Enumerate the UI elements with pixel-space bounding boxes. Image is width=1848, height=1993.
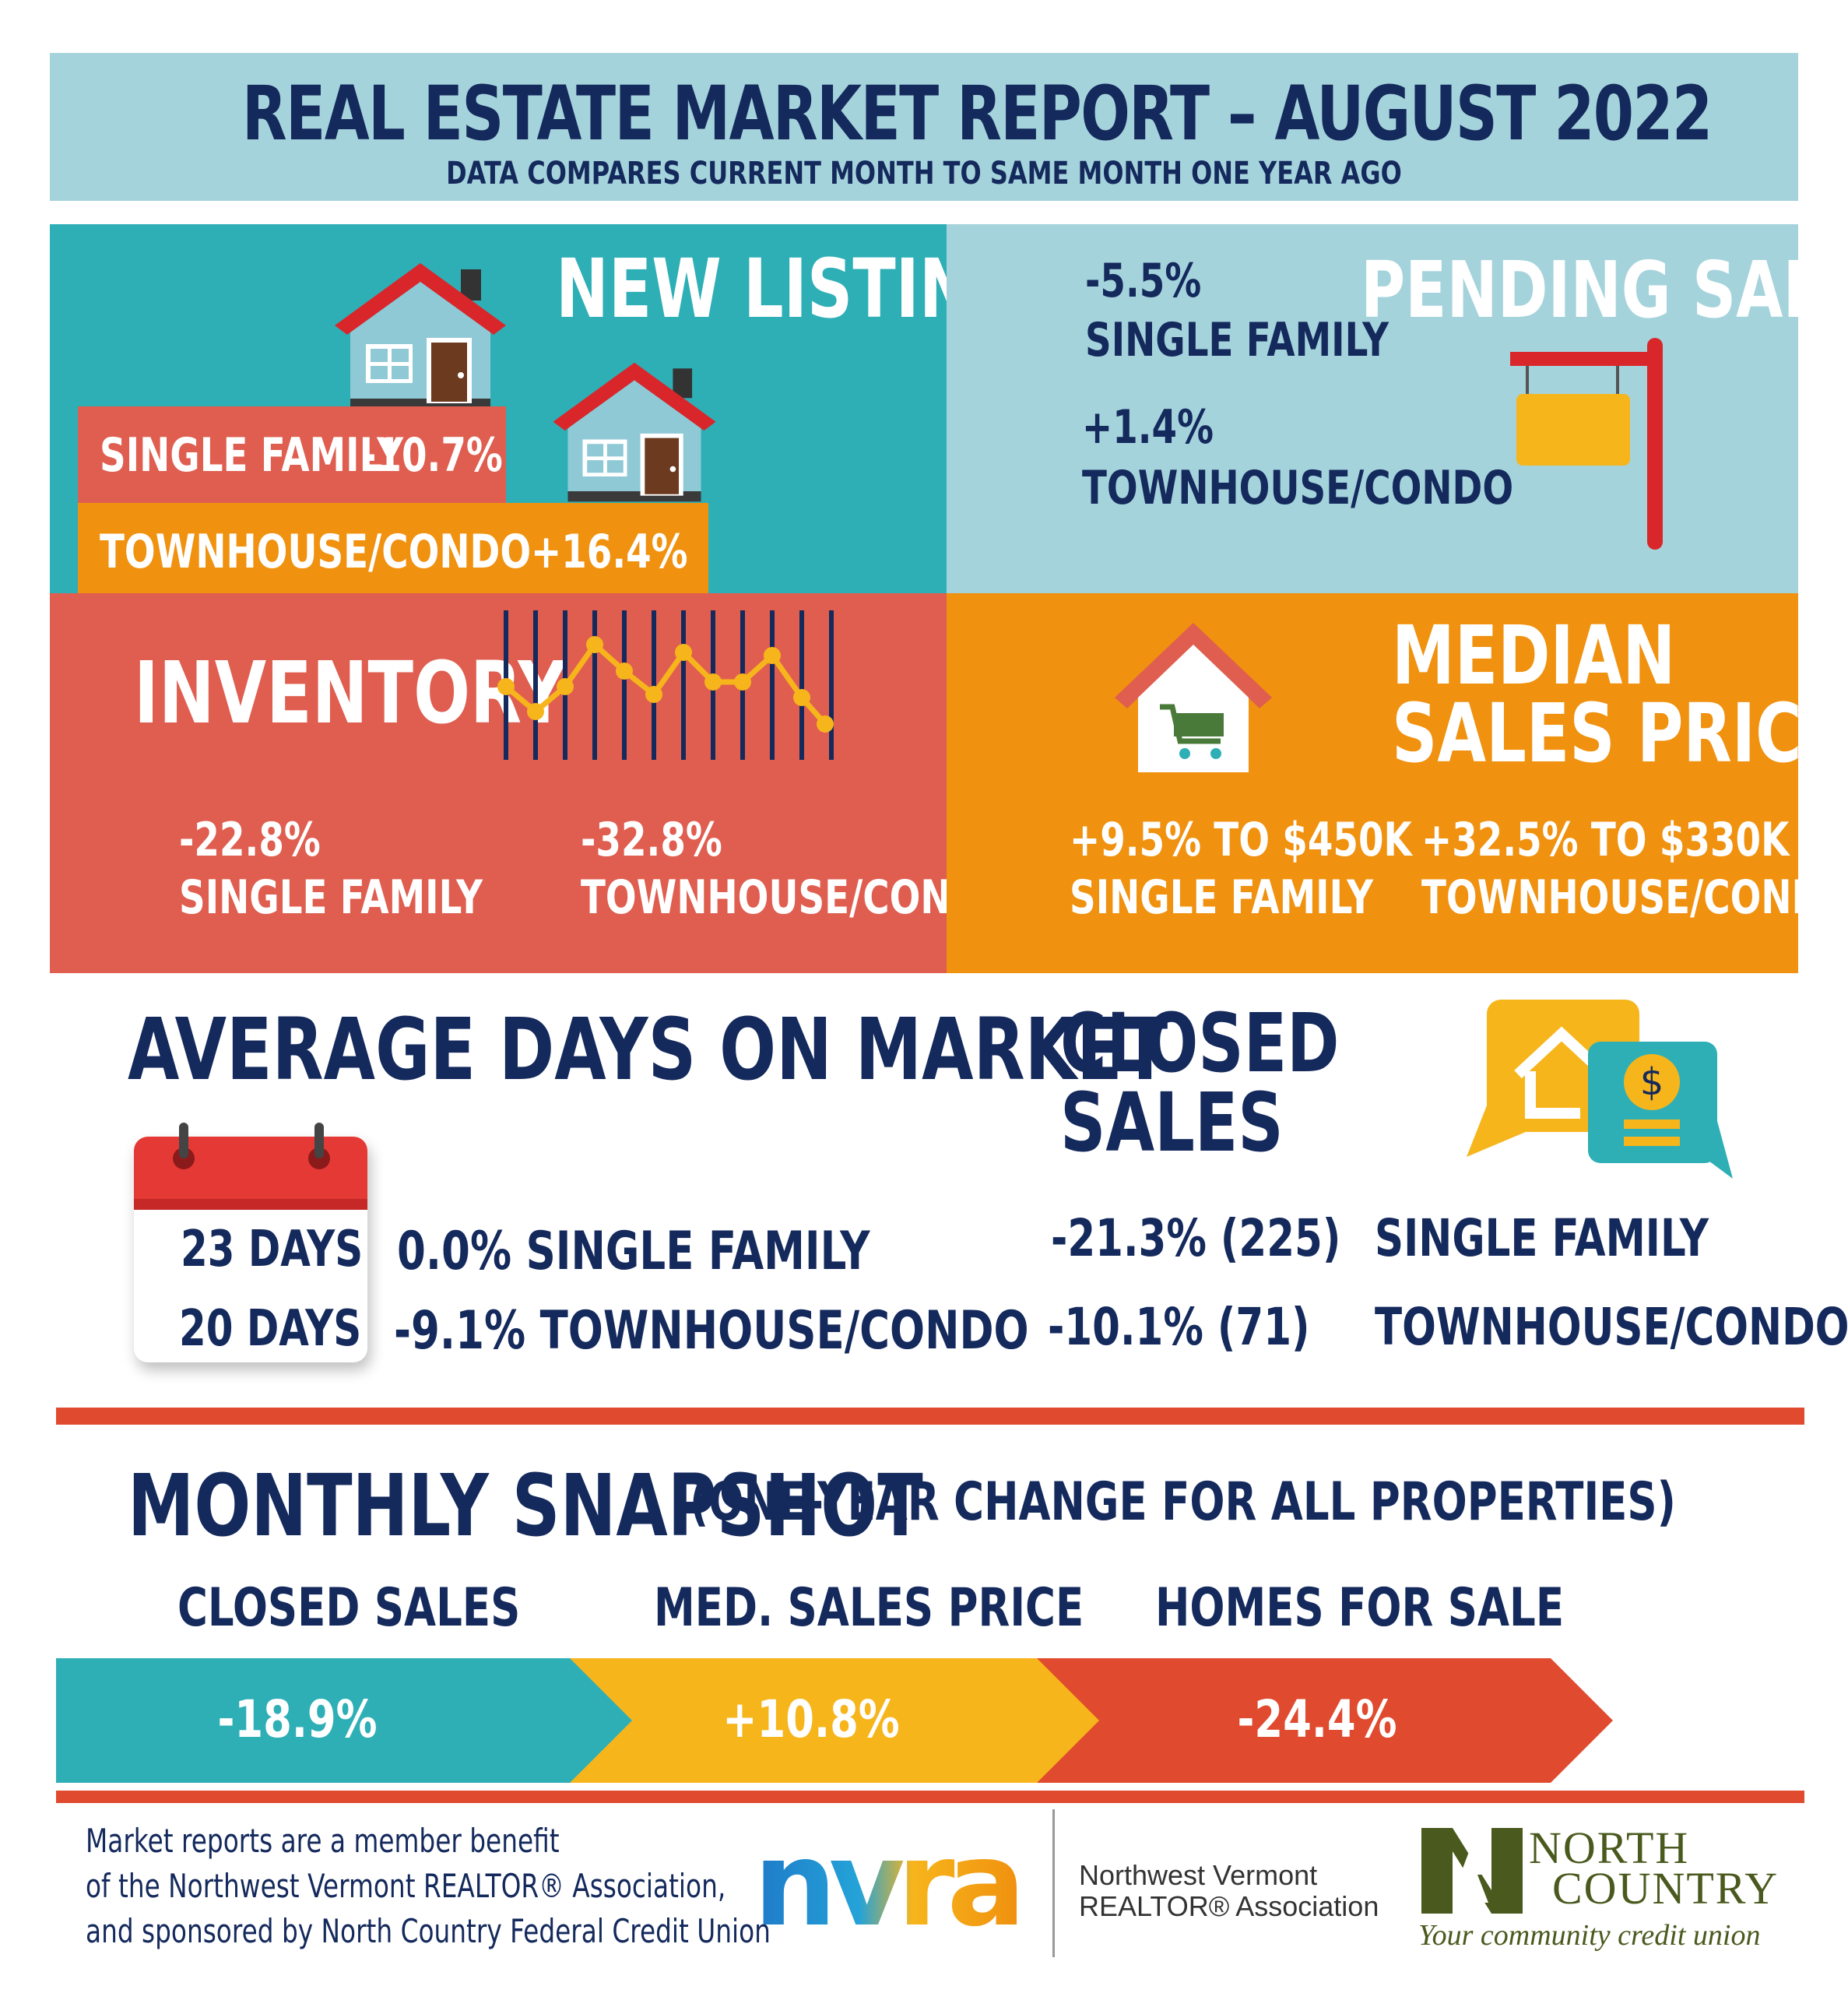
pending-single-family-value: -5.5%: [1085, 254, 1202, 308]
inventory-single-family-label: SINGLE FAMILY: [179, 870, 483, 925]
snapshot-title: MONTHLY SNAPSHOT: [128, 1456, 923, 1555]
median-townhouse-value: +32.5% TO $330K: [1421, 813, 1790, 867]
median-sales-price-panel: [947, 593, 1798, 973]
closed-sales-title-line2: SALES: [1060, 1075, 1284, 1170]
closed-single-family-label: SINGLE FAMILY: [1375, 1208, 1709, 1268]
snapshot-arrow-red: [990, 1658, 1613, 1783]
calendar-icon: 23 DAYS 20 DAYS: [134, 1137, 367, 1362]
single-family-days: 23 DAYS: [181, 1221, 364, 1278]
new-listings-townhouse-value: +16.4%: [531, 525, 688, 579]
snapshot-label-median-price: MED. SALES PRICE: [654, 1577, 1084, 1639]
footer-line-2: of the Northwest Vermont REALTOR® Associ…: [86, 1867, 726, 1905]
new-listings-townhouse-label: TOWNHOUSE/CONDO: [100, 525, 532, 579]
days-on-market-title: AVERAGE DAYS ON MARKET: [128, 1000, 1168, 1099]
snapshot-arrow-yellow: [523, 1658, 1099, 1783]
closed-townhouse-label: TOWNHOUSE/CONDO: [1375, 1297, 1848, 1357]
section-divider: [56, 1408, 1804, 1425]
pending-single-family-label: SINGLE FAMILY: [1085, 313, 1390, 367]
new-listings-townhouse-bar: [78, 503, 708, 593]
house-dollar-chat-icon: $: [1467, 1000, 1733, 1179]
footer-line-1: Market reports are a member benefit: [86, 1822, 560, 1860]
new-listings-single-family-bar: [78, 406, 506, 503]
inventory-panel: [50, 593, 947, 973]
townhouse-days-change: -9.1% TOWNHOUSE/CONDO: [394, 1300, 1029, 1362]
pending-townhouse-value: +1.4%: [1082, 400, 1214, 455]
inventory-single-family-value: -22.8%: [179, 813, 321, 867]
snapshot-arrows: [56, 1658, 1613, 1783]
townhouse-days: 20 DAYS: [179, 1300, 362, 1358]
new-listings-single-family-label: SINGLE FAMILY: [100, 428, 404, 483]
snapshot-value-homes-for-sale: -24.4%: [1237, 1689, 1397, 1749]
for-sale-sign-icon: [1510, 338, 1663, 550]
snapshot-arrow-teal: [56, 1658, 632, 1783]
house-icon: [335, 263, 506, 409]
snapshot-value-median-price: +10.8%: [722, 1689, 900, 1749]
calendar-strip: [134, 1199, 367, 1210]
inventory-title: INVENTORY: [134, 643, 567, 743]
svg-text:$: $: [1640, 1060, 1664, 1104]
median-title-line1: MEDIAN: [1392, 608, 1676, 703]
snapshot-subtitle: (ONE-YEAR CHANGE FOR ALL PROPERTIES): [690, 1471, 1676, 1533]
house-cart-icon: [1115, 623, 1272, 772]
closed-sales-title-line1: CLOSED: [1060, 996, 1340, 1091]
nvra-name-line2: REALTOR® Association: [1079, 1890, 1379, 1922]
closed-single-family-value: -21.3% (225): [1051, 1208, 1341, 1268]
footer-divider: [56, 1791, 1804, 1803]
calendar-rings-icon: [173, 1123, 330, 1169]
nvra-logo-text: nvra: [754, 1817, 1026, 1953]
pending-townhouse-label: TOWNHOUSE/CONDO: [1082, 461, 1514, 515]
snapshot-label-closed-sales: CLOSED SALES: [177, 1577, 521, 1639]
single-family-days-change: 0.0% SINGLE FAMILY: [397, 1221, 870, 1282]
north-country-logo-icon: [1421, 1828, 1523, 1914]
nc-name-line2: COUNTRY: [1552, 1863, 1779, 1914]
new-listings-single-family-value: -10.7%: [361, 428, 503, 483]
nvra-name-line1: Northwest Vermont: [1079, 1859, 1318, 1891]
pending-sales-title: PENDING SALES: [1361, 244, 1848, 336]
median-single-family-value: +9.5% TO $450K: [1070, 813, 1412, 867]
footer-line-3: and sponsored by North Country Federal C…: [86, 1912, 771, 1950]
house-icon: [553, 362, 716, 502]
nvra-logo: nvra: [754, 1826, 1026, 1943]
calendar-header: [134, 1137, 367, 1199]
nc-name-line1: NORTH: [1529, 1823, 1690, 1873]
median-townhouse-label: TOWNHOUSE/CONDO: [1421, 870, 1848, 925]
logo-divider: [1052, 1809, 1055, 1957]
inventory-townhouse-label: TOWNHOUSE/CONDO: [581, 870, 1013, 925]
page-title: REAL ESTATE MARKET REPORT – AUGUST 2022: [242, 70, 1713, 157]
report-header: REAL ESTATE MARKET REPORT – AUGUST 2022 …: [50, 53, 1798, 201]
page-subtitle: DATA COMPARES CURRENT MONTH TO SAME MONT…: [446, 156, 1402, 192]
closed-townhouse-value: -10.1% (71): [1048, 1297, 1310, 1357]
median-single-family-label: SINGLE FAMILY: [1070, 870, 1374, 925]
median-title-line2: SALES PRICE: [1392, 686, 1846, 781]
nc-tagline: Your community credit union: [1418, 1919, 1761, 1952]
snapshot-label-homes-for-sale: HOMES FOR SALE: [1155, 1577, 1565, 1639]
snapshot-value-closed-sales: -18.9%: [217, 1689, 378, 1749]
line-chart-icon: [497, 610, 834, 760]
inventory-townhouse-value: -32.8%: [581, 813, 722, 867]
